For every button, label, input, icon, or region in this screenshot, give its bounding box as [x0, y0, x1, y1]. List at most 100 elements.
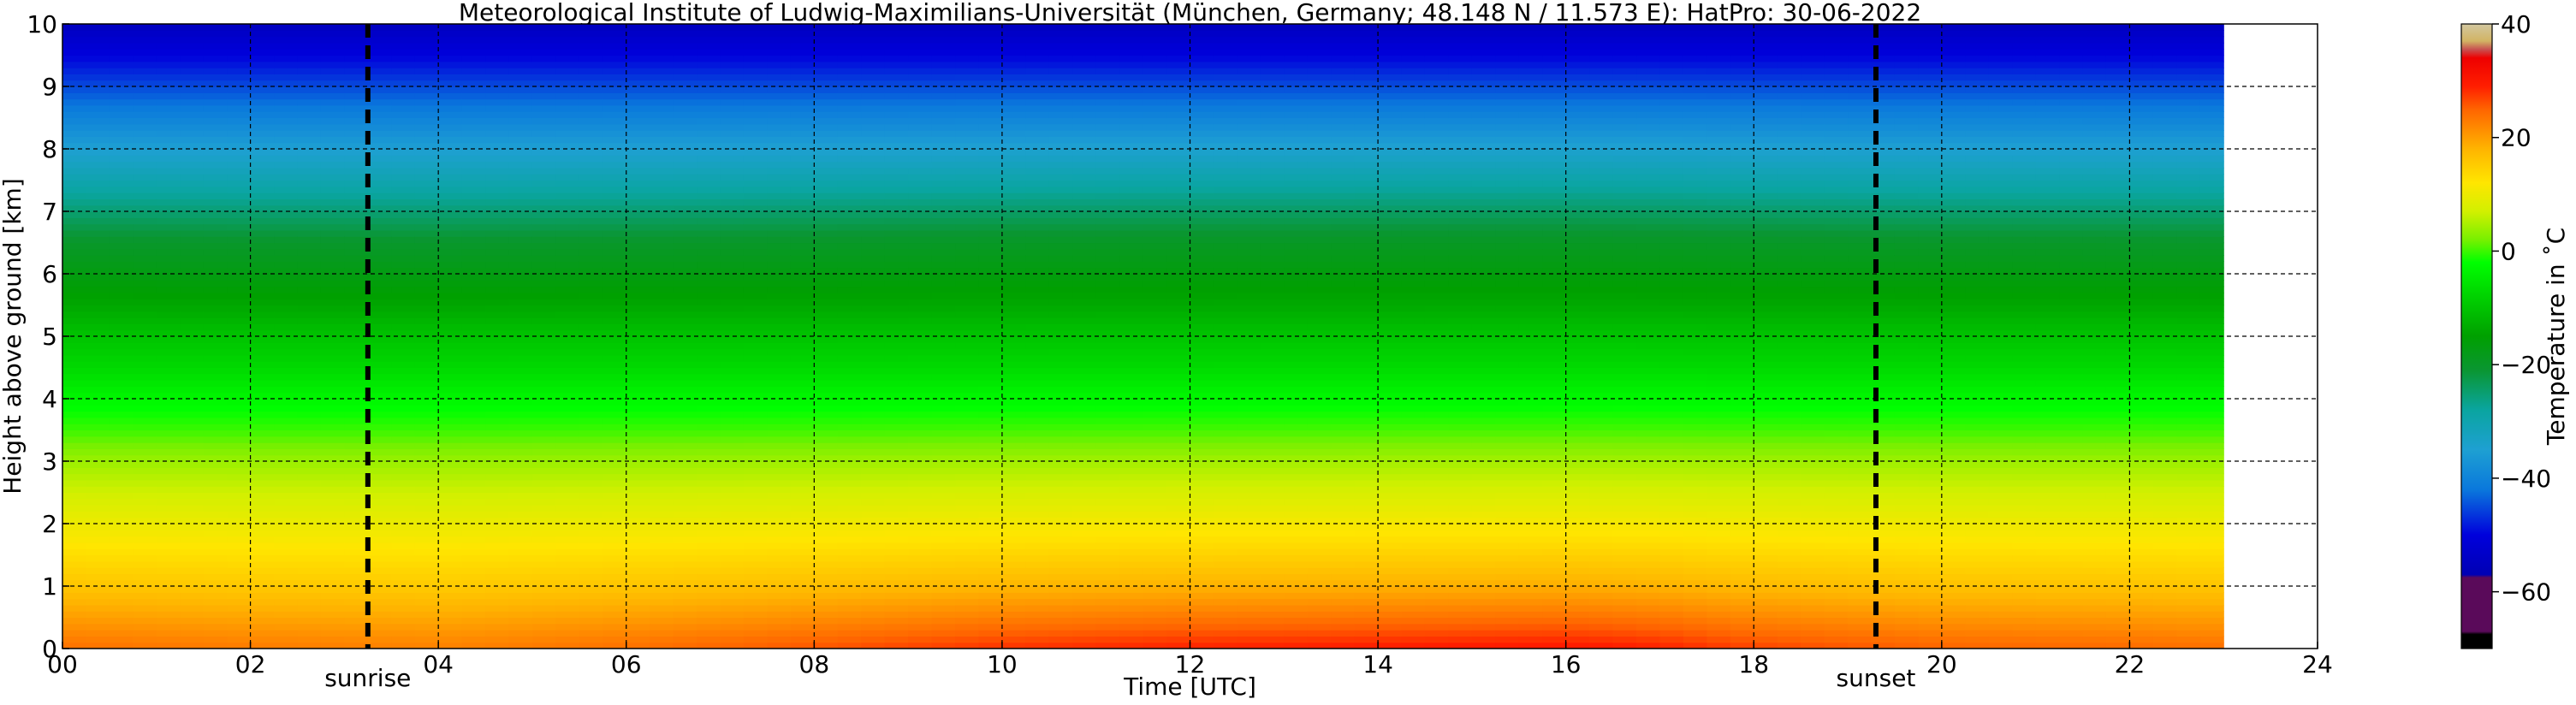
heatmap-cell — [508, 248, 533, 256]
heatmap-cell — [1190, 329, 1214, 337]
heatmap-cell — [438, 267, 463, 275]
heatmap-cell — [978, 24, 1003, 31]
heatmap-cell — [1143, 467, 1167, 475]
heatmap-cell — [320, 630, 345, 637]
heatmap-cell — [955, 530, 980, 537]
heatmap-cell — [720, 505, 745, 512]
heatmap-cell — [650, 417, 674, 424]
heatmap-cell — [508, 292, 533, 299]
heatmap-cell — [109, 492, 134, 500]
heatmap-cell — [602, 68, 627, 74]
heatmap-cell — [414, 223, 439, 231]
heatmap-cell — [861, 311, 886, 318]
heatmap-cell — [767, 623, 792, 631]
heatmap-cell — [485, 274, 510, 281]
heatmap-cell — [743, 511, 769, 518]
heatmap-cell — [531, 204, 557, 212]
heatmap-cell — [203, 367, 228, 375]
heatmap-cell — [133, 117, 157, 125]
heatmap-cell — [955, 636, 980, 643]
heatmap-cell — [861, 317, 886, 324]
heatmap-cell — [743, 317, 769, 324]
heatmap-cell — [626, 492, 650, 500]
heatmap-cell — [555, 174, 580, 181]
heatmap-cell — [767, 255, 792, 262]
heatmap-cell — [250, 267, 275, 275]
heatmap-cell — [814, 604, 839, 612]
heatmap-cell — [86, 68, 110, 74]
heatmap-cell — [180, 461, 205, 468]
heatmap-cell — [978, 186, 1003, 193]
heatmap-cell — [884, 149, 909, 156]
heatmap-cell — [508, 161, 533, 169]
heatmap-cell — [790, 448, 815, 456]
heatmap-cell — [227, 524, 252, 530]
heatmap-cell — [109, 567, 134, 574]
heatmap-cell — [673, 186, 697, 193]
heatmap-cell — [414, 367, 439, 375]
heatmap-cell — [485, 74, 510, 81]
heatmap-cell — [1190, 323, 1214, 331]
heatmap-cell — [1095, 511, 1120, 518]
heatmap-cell — [908, 486, 933, 494]
heatmap-cell — [227, 623, 252, 631]
heatmap-cell — [203, 548, 228, 556]
heatmap-cell — [1095, 517, 1120, 524]
heatmap-cell — [391, 492, 416, 500]
heatmap-cell — [955, 92, 980, 100]
heatmap-cell — [1190, 511, 1214, 518]
heatmap-cell — [767, 617, 792, 625]
heatmap-cell — [86, 198, 110, 206]
heatmap-cell — [555, 286, 580, 293]
heatmap-cell — [673, 473, 697, 481]
heatmap-cell — [1143, 174, 1167, 181]
heatmap-cell — [203, 530, 228, 537]
heatmap-cell — [1072, 74, 1097, 81]
heatmap-cell — [250, 49, 275, 56]
heatmap-cell — [1190, 348, 1214, 356]
heatmap-cell — [1001, 524, 1026, 530]
heatmap-cell — [673, 467, 697, 475]
heatmap-cell — [720, 92, 745, 100]
heatmap-cell — [461, 292, 486, 299]
heatmap-cell — [109, 498, 134, 506]
heatmap-cell — [274, 248, 299, 256]
heatmap-cell — [1048, 49, 1073, 56]
heatmap-cell — [814, 130, 839, 137]
heatmap-cell — [908, 536, 933, 543]
heatmap-cell — [579, 567, 603, 574]
heatmap-cell — [837, 155, 862, 163]
heatmap-cell — [650, 323, 674, 331]
heatmap-cell — [1048, 323, 1073, 331]
heatmap-cell — [1072, 236, 1097, 244]
heatmap-cell — [697, 461, 721, 468]
heatmap-cell — [602, 236, 627, 244]
heatmap-cell — [227, 354, 252, 362]
heatmap-cell — [62, 68, 87, 74]
heatmap-cell — [156, 261, 181, 269]
heatmap-cell — [743, 530, 769, 537]
heatmap-cell — [579, 630, 603, 637]
heatmap-cell — [1190, 30, 1214, 38]
heatmap-cell — [86, 354, 110, 362]
heatmap-cell — [180, 511, 205, 518]
heatmap-cell — [133, 155, 157, 163]
heatmap-cell — [767, 567, 792, 574]
heatmap-cell — [1048, 236, 1073, 244]
heatmap-cell — [297, 342, 322, 350]
heatmap-cell — [602, 567, 627, 574]
heatmap-cell — [931, 461, 956, 468]
heatmap-cell — [814, 373, 839, 381]
heatmap-cell — [274, 136, 299, 144]
heatmap-cell — [908, 123, 933, 131]
heatmap-cell — [1025, 323, 1050, 331]
heatmap-cell — [531, 479, 557, 487]
heatmap-cell — [250, 486, 275, 494]
heatmap-cell — [978, 511, 1003, 518]
heatmap-cell — [320, 211, 345, 218]
heatmap-cell — [508, 411, 533, 418]
heatmap-cell — [1119, 24, 1144, 31]
heatmap-cell — [461, 642, 486, 649]
heatmap-cell — [697, 117, 721, 125]
heatmap-cell — [555, 623, 580, 631]
